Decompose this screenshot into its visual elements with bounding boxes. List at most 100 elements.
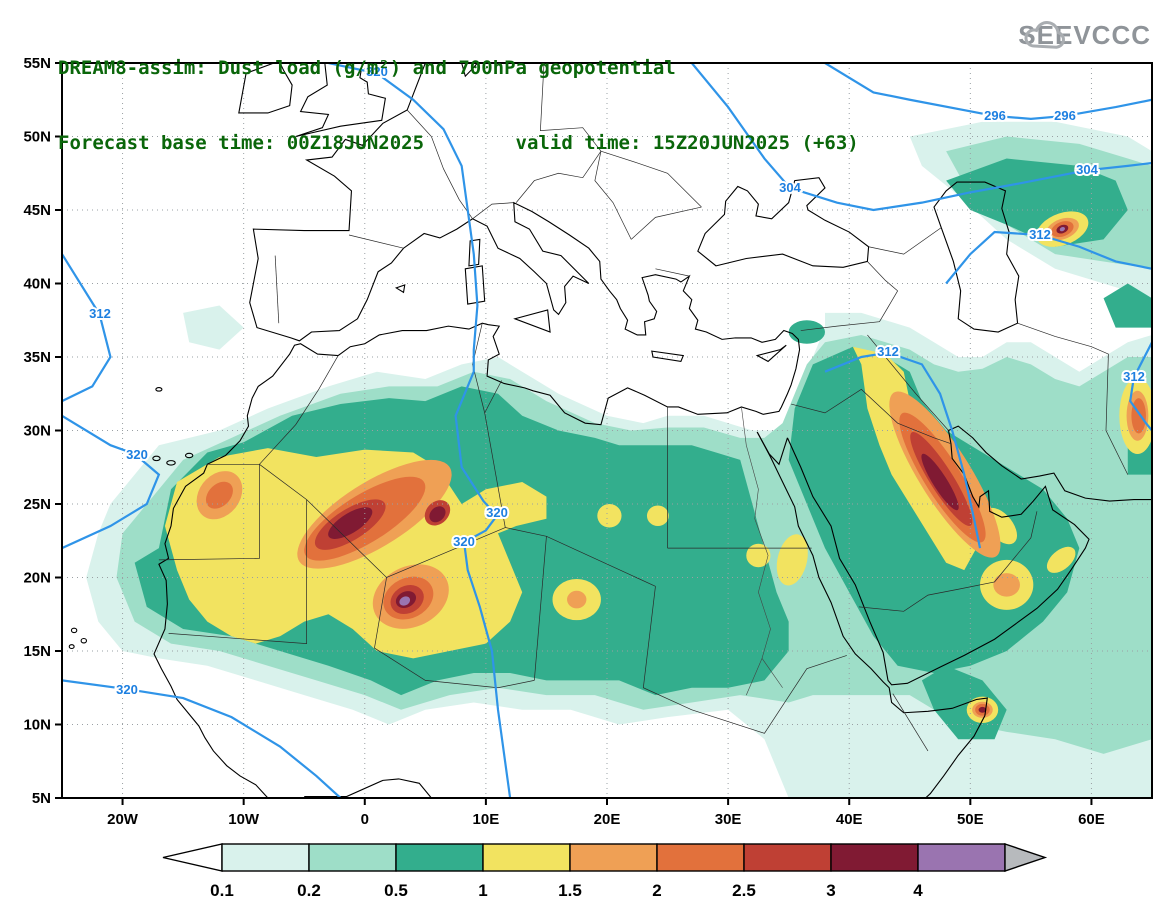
dust-area bbox=[1131, 398, 1146, 434]
geopotential-contour-label: 312 bbox=[1123, 369, 1145, 384]
map-lines bbox=[62, 63, 1152, 798]
geopotential-contour-label: 304 bbox=[779, 180, 801, 195]
coastline-path bbox=[757, 432, 987, 798]
colorbar-segment bbox=[395, 843, 484, 872]
geopotential-contour-312 bbox=[946, 232, 1152, 283]
lat-tick-label: 40N bbox=[23, 276, 51, 293]
border-path bbox=[485, 381, 502, 413]
colorbar-segment bbox=[569, 843, 658, 872]
dust-area bbox=[597, 504, 622, 528]
dust-area bbox=[746, 543, 771, 568]
colorbar-underflow-arrow bbox=[162, 843, 223, 872]
coastline-path bbox=[462, 63, 478, 76]
dust-area bbox=[646, 505, 669, 527]
lat-tick-label: 5N bbox=[32, 790, 51, 807]
lat-tick-label: 50N bbox=[23, 129, 51, 146]
geopotential-contour-label: 304 bbox=[1076, 162, 1098, 177]
coastline-path bbox=[757, 432, 787, 464]
dust-area bbox=[183, 305, 244, 350]
dust-area bbox=[429, 506, 446, 523]
graticule bbox=[62, 63, 1152, 798]
geopotential-contour-label: 320 bbox=[116, 682, 138, 697]
border-path bbox=[159, 464, 260, 560]
border-path bbox=[595, 151, 631, 239]
lon-tick-label: 20W bbox=[107, 811, 139, 828]
colorbar-segment bbox=[308, 843, 397, 872]
chart-title-line1: DREAM8-assim: Dust load (g/m²) and 700hP… bbox=[58, 57, 676, 79]
dust-area bbox=[205, 481, 233, 509]
border-path bbox=[540, 63, 601, 151]
border-path bbox=[485, 413, 506, 528]
dust-area bbox=[567, 590, 587, 609]
geopotential-contour-320 bbox=[62, 416, 159, 548]
geopotential-contour-label: 320 bbox=[453, 534, 475, 549]
geopotential-contour-labels: 320 296 296 304 304 312 312 312 312 320 320 320 320 bbox=[87, 62, 1147, 699]
border-path bbox=[207, 356, 338, 465]
dust-area bbox=[993, 573, 1020, 597]
coastline-path bbox=[154, 63, 800, 798]
colorbar-tick-label: 0.1 bbox=[210, 881, 234, 900]
geopotential-contour-312 bbox=[1130, 342, 1152, 430]
coastline-path bbox=[787, 426, 1152, 685]
colorbar-segment bbox=[656, 843, 745, 872]
colorbar-segment bbox=[221, 843, 310, 872]
dust-layer-4 bbox=[399, 226, 1065, 606]
colorbar-tick-label: 0.5 bbox=[384, 881, 408, 900]
border-path bbox=[473, 323, 485, 413]
lat-tick-label: 35N bbox=[23, 349, 51, 366]
geopotential-contour-label: 312 bbox=[1029, 227, 1051, 242]
lat-tick-label: 20N bbox=[23, 570, 51, 587]
rivers bbox=[741, 407, 782, 695]
chart-title-line2: Forecast base time: 00Z18JUN2025 valid t… bbox=[58, 132, 859, 154]
coastline-path bbox=[465, 266, 484, 304]
border-path bbox=[869, 228, 942, 254]
border-path bbox=[259, 464, 505, 577]
axes: 55N 50N 45N 40N 35N 30N 25N 20N 15N 10N 5N 20W 10W 0 1… bbox=[23, 55, 1104, 828]
geopotential-contour-312 bbox=[62, 254, 110, 401]
island-dot bbox=[69, 645, 74, 649]
coastline-path bbox=[698, 178, 869, 268]
dust-area bbox=[1046, 546, 1076, 573]
island-dot bbox=[167, 461, 175, 465]
geopotential-contour-label: 296 bbox=[1054, 108, 1076, 123]
geopotential-contour-label: 312 bbox=[877, 344, 899, 359]
geopotential-contours bbox=[62, 63, 1152, 798]
lat-tick-label: 25N bbox=[23, 496, 51, 513]
geopotential-contour-label: 296 bbox=[984, 108, 1006, 123]
dust-area bbox=[1059, 226, 1065, 232]
island-dot bbox=[186, 453, 193, 457]
nile-river bbox=[741, 407, 782, 695]
colorbar-segment bbox=[917, 843, 1006, 872]
geopotential-contour-label: 320 bbox=[126, 447, 148, 462]
border-path bbox=[859, 511, 1037, 611]
border-path bbox=[655, 269, 689, 276]
lon-tick-label: 0 bbox=[361, 811, 369, 828]
lon-tick-label: 20E bbox=[594, 811, 621, 828]
geopotential-contour-312 bbox=[825, 353, 980, 549]
colorbar-overflow-arrow bbox=[1004, 843, 1048, 872]
geopotential-contour-304 bbox=[692, 63, 1152, 210]
dust-area bbox=[399, 596, 411, 606]
colorbar-tick-label: 2.5 bbox=[732, 881, 756, 900]
lat-tick-label: 10N bbox=[23, 717, 51, 734]
dust-area bbox=[921, 453, 959, 511]
lon-tick-label: 50E bbox=[957, 811, 984, 828]
border-path bbox=[631, 207, 701, 239]
island-dot bbox=[153, 456, 160, 460]
border-path bbox=[601, 151, 702, 207]
geopotential-contour-label: 312 bbox=[89, 306, 111, 321]
geopotential-contour-320 bbox=[328, 63, 510, 798]
coastline-path bbox=[469, 239, 480, 265]
dust-area bbox=[776, 534, 808, 586]
forecast-map: 55N 50N 45N 40N 35N 30N 25N 20N 15N 10N 5N 20W 10W 0 1… bbox=[23, 55, 1153, 828]
colorbar-segment bbox=[482, 843, 571, 872]
colorbar-tick-label: 2 bbox=[652, 881, 661, 900]
coastline-path bbox=[296, 63, 386, 137]
border-path bbox=[516, 151, 601, 202]
border-path bbox=[473, 203, 514, 219]
colorbar-tick-label: 0.2 bbox=[297, 881, 321, 900]
dust-shading bbox=[86, 121, 1152, 798]
colorbar-group: 0.1 0.2 0.5 1 1.5 2 2.5 3 4 bbox=[162, 843, 1048, 900]
lon-tick-label: 10E bbox=[473, 811, 500, 828]
border-path bbox=[505, 528, 655, 587]
